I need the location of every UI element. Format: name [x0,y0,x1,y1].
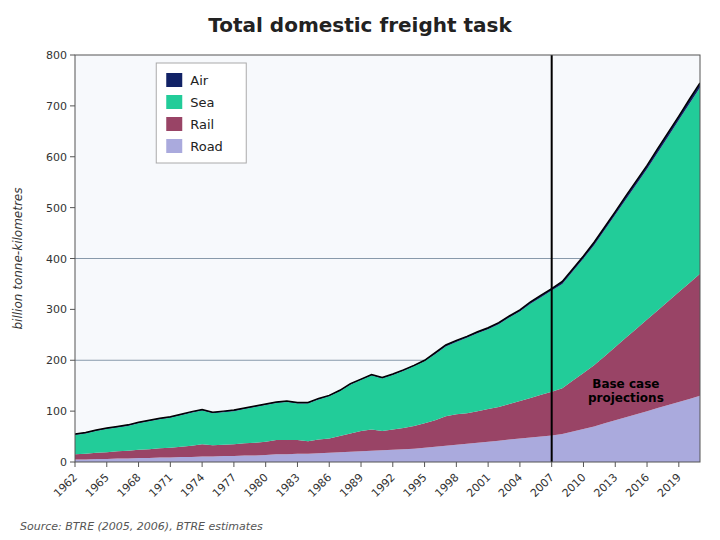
x-tick-label: 1986 [305,471,334,500]
x-tick-label: 1980 [242,471,271,500]
x-tick-label: 2004 [496,471,525,500]
x-tick-label: 1977 [210,471,239,500]
legend-label: Road [190,139,223,154]
legend-label: Air [190,73,209,88]
y-tick [70,411,75,412]
y-tick-label: 100 [46,405,67,418]
x-tick-label: 1995 [401,471,430,500]
x-tick [106,462,107,467]
plot-background [75,55,700,462]
annotation: Base caseprojections [588,377,664,405]
x-tick [615,462,616,467]
y-tick-label: 400 [46,253,67,266]
x-tick-label: 1965 [83,471,112,500]
x-tick-label: 2016 [623,471,652,500]
x-tick [297,462,298,467]
y-axis-label: billion tonne-kilometres [11,188,25,330]
y-tick [70,258,75,259]
x-tick [583,462,584,467]
x-tick [138,462,139,467]
x-tick-label: 1971 [146,471,175,500]
y-tick-label: 700 [46,100,67,113]
legend-swatch [166,95,182,109]
y-tick [70,360,75,361]
x-tick-label: 1992 [369,471,398,500]
x-tick [456,462,457,467]
annotation-line: projections [588,391,664,405]
x-tick [265,462,266,467]
y-tick-label: 800 [46,49,67,62]
x-tick [647,462,648,467]
y-tick-label: 200 [46,354,67,367]
x-tick [488,462,489,467]
x-tick [170,462,171,467]
legend: Air Sea Rail Road [156,63,246,163]
plot-area [75,55,700,462]
legend-box [156,63,246,163]
legend-swatch [166,139,182,153]
x-tick-label: 1968 [115,471,144,500]
source-note: Source: BTRE (2005, 2006), BTRE estimate… [20,520,263,533]
annotation-line: Base case [592,377,659,391]
x-tick [392,462,393,467]
x-tick [424,462,425,467]
x-tick-label: 1998 [432,471,461,500]
legend-label: Rail [190,117,214,132]
x-tick-label: 2007 [528,471,557,500]
y-tick-label: 300 [46,303,67,316]
area [75,88,700,455]
x-tick [361,462,362,467]
y-tick-label: 500 [46,202,67,215]
x-tick-label: 2010 [560,471,589,500]
x-tick [329,462,330,467]
y-tick [70,309,75,310]
x-tick-label: 1983 [274,471,303,500]
legend-swatch [166,117,182,131]
x-tick-label: 1962 [51,471,80,500]
chart: Total domestic freight task 0 100 200 300 400… [0,0,720,540]
title: Total domestic freight task [208,13,512,37]
x-tick-label: 2013 [591,471,620,500]
x-tick [202,462,203,467]
y-tick [70,105,75,106]
x-tick [519,462,520,467]
y-tick [70,156,75,157]
y-tick-label: 0 [60,456,67,469]
x-tick [551,462,552,467]
divider-line [551,55,553,462]
plot-frame [75,55,700,462]
x-tick [678,462,679,467]
legend-swatch [166,73,182,87]
y-tick [70,207,75,208]
x-tick [75,462,76,467]
x-tick [233,462,234,467]
y-tick [70,462,75,463]
y-tick [70,55,75,56]
x-tick-label: 2019 [655,471,684,500]
legend-label: Sea [190,95,214,110]
x-tick-label: 1989 [337,471,366,500]
y-tick-label: 600 [46,151,67,164]
x-tick-label: 1974 [178,471,207,500]
x-tick-label: 2001 [464,471,493,500]
